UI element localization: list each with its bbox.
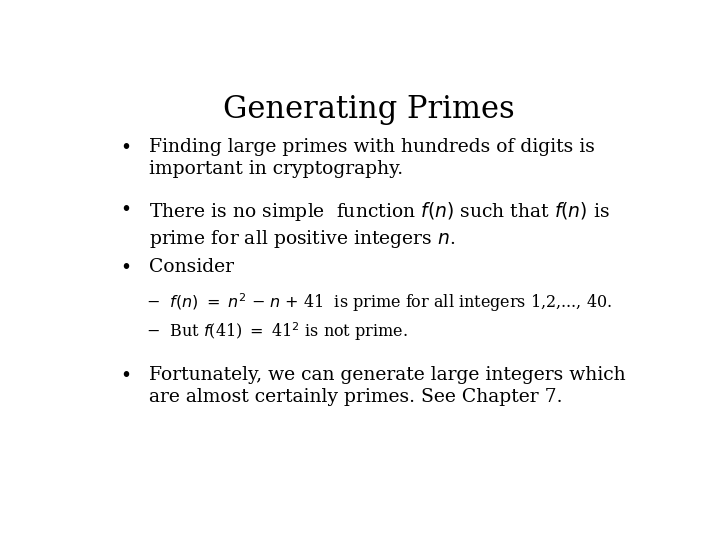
Text: •: • [121, 200, 132, 219]
Text: $-$  But $f$(41) $=$ 41$^2$ is not prime.: $-$ But $f$(41) $=$ 41$^2$ is not prime. [145, 321, 408, 343]
Text: •: • [121, 138, 132, 157]
Text: •: • [121, 366, 132, 385]
Text: •: • [121, 258, 132, 277]
Text: Finding large primes with hundreds of digits is
important in cryptography.: Finding large primes with hundreds of di… [148, 138, 595, 178]
Text: Consider: Consider [148, 258, 233, 276]
Text: There is no simple  function $f$$($$n$$)$ such that $f$$($$n$$)$ is
prime for al: There is no simple function $f$$($$n$$)$… [148, 200, 609, 249]
Text: Generating Primes: Generating Primes [223, 94, 515, 125]
Text: Fortunately, we can generate large integers which
are almost certainly primes. S: Fortunately, we can generate large integ… [148, 366, 625, 407]
Text: $-$  $f$$($$n$$)$ $=$ $n^2$ $-$ $n$ $+$ 41  is prime for all integers 1,2,..., 4: $-$ $f$$($$n$$)$ $=$ $n^2$ $-$ $n$ $+$ 4… [145, 292, 612, 314]
